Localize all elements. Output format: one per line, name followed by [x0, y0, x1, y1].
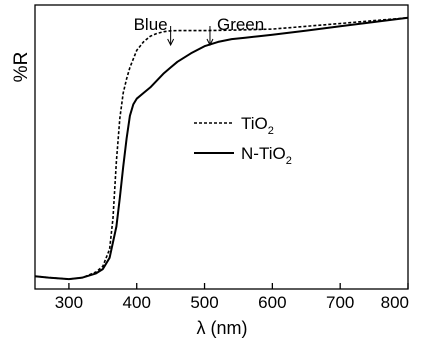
legend-label-n-tio2: N-TiO2: [241, 144, 292, 167]
annotation-label: Green: [217, 15, 264, 34]
plot-frame: [34, 4, 409, 290]
series-layer: [34, 16, 409, 281]
x-tick-label: 400: [123, 293, 151, 312]
annotation-arrow-head: [206, 38, 214, 47]
x-tick-label: 500: [190, 293, 218, 312]
x-axis-label: λ (nm): [197, 318, 248, 338]
x-tick-label: 800: [381, 293, 409, 312]
x-tick-label: 300: [55, 293, 83, 312]
series-line-tio2: [34, 17, 409, 280]
legend-label-tio2: TiO2: [241, 114, 274, 137]
x-tick-label: 600: [258, 293, 286, 312]
annotation-label: Blue: [134, 15, 168, 34]
legend: TiO2 N-TiO2: [194, 114, 292, 167]
annotation-layer: Blue Green: [134, 15, 264, 47]
x-axis-ticks: 300 400 500 600 700 800: [55, 283, 409, 312]
x-tick-label: 700: [326, 293, 354, 312]
annotation-arrow-head: [167, 38, 175, 47]
series-line-n-tio2: [34, 16, 409, 281]
y-axis-label: %R: [11, 52, 32, 83]
